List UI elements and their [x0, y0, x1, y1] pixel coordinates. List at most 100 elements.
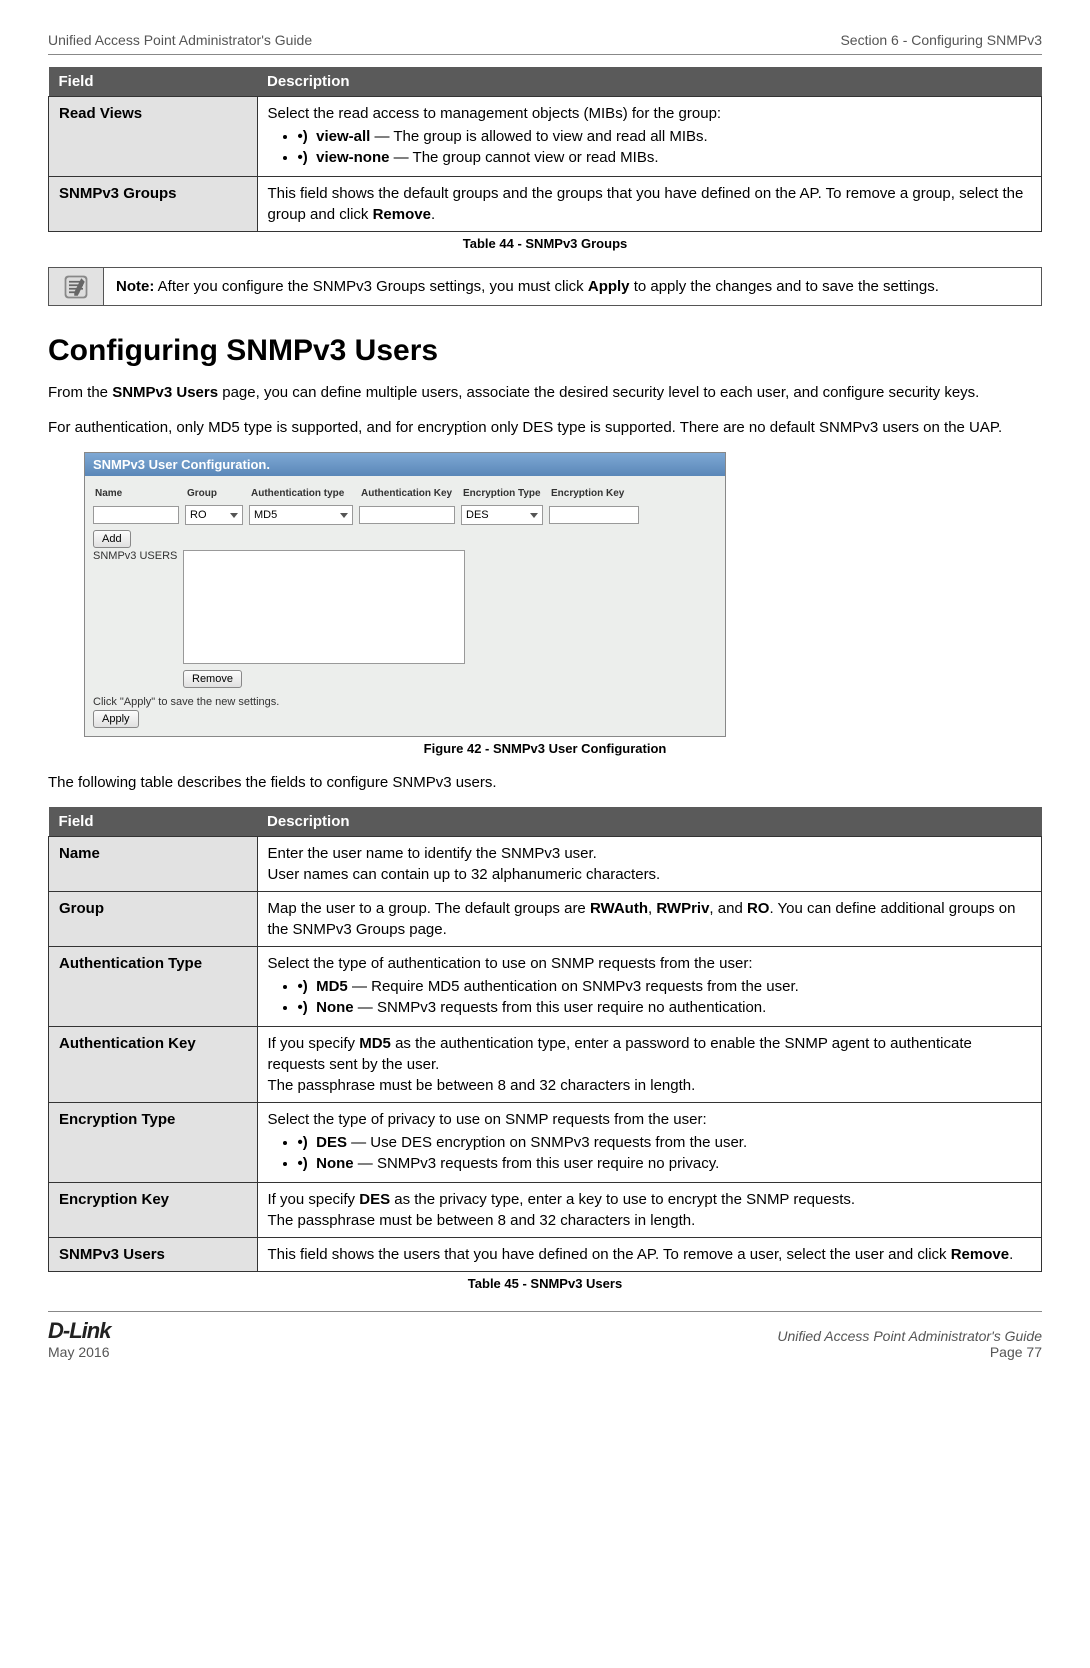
bullet-item: •) MD5 — Require MD5 authentication on S… [298, 976, 1031, 997]
ss-hdr-name: Name [95, 488, 181, 499]
table44-desc-readviews: Select the read access to management obj… [257, 97, 1041, 177]
table45-desc-enckey: If you specify DES as the privacy type, … [257, 1183, 1041, 1238]
bullet-tail: — The group is allowed to view and read … [370, 128, 707, 145]
ss-enctype-select[interactable]: DES [461, 505, 543, 525]
bullet-tail: — SNMPv3 requests from this user require… [354, 1155, 720, 1172]
table45-field-users: SNMPv3 Users [49, 1238, 258, 1272]
table45-field-group: Group [49, 892, 258, 947]
text-mid: , and [709, 900, 747, 917]
note-box: Note: After you configure the SNMPv3 Gro… [48, 267, 1042, 306]
remove-button[interactable]: Remove [183, 670, 242, 688]
text-post: as the privacy type, enter a key to use … [390, 1191, 855, 1208]
bullet-label: view-all [316, 128, 370, 145]
table45-desc-users: This field shows the users that you have… [257, 1238, 1041, 1272]
note-text: Note: After you configure the SNMPv3 Gro… [104, 268, 951, 305]
text-bold: DES [359, 1191, 390, 1208]
text-bold: MD5 [359, 1035, 391, 1052]
table45-header-field: Field [49, 807, 258, 837]
text-line: User names can contain up to 32 alphanum… [268, 866, 661, 883]
section-title: Configuring SNMPv3 Users [48, 334, 1042, 368]
text-bold: Remove [373, 206, 431, 223]
table45-desc-group: Map the user to a group. The default gro… [257, 892, 1041, 947]
text-line: Select the type of privacy to use on SNM… [268, 1111, 707, 1128]
footer-page-number: Page 77 [777, 1344, 1042, 1360]
table45-field-authtype: Authentication Type [49, 947, 258, 1027]
ss-hdr-enctype: Encryption Type [463, 488, 545, 499]
bullet-item: •) view-all — The group is allowed to vi… [298, 126, 1031, 147]
note-icon [49, 268, 104, 305]
ss-apply-hint: Click "Apply" to save the new settings. [93, 696, 717, 708]
text-pre: After you configure the SNMPv3 Groups se… [154, 278, 588, 295]
figure-caption: Figure 42 - SNMPv3 User Configuration [48, 741, 1042, 756]
bullet-item: •) None — SNMPv3 requests from this user… [298, 1153, 1031, 1174]
ss-enckey-input[interactable] [549, 506, 639, 524]
text-post: to apply the changes and to save the set… [630, 278, 939, 295]
text-pre: Map the user to a group. The default gro… [268, 900, 590, 917]
bullet-tail: — Use DES encryption on SNMPv3 requests … [347, 1134, 747, 1151]
text-line: Enter the user name to identify the SNMP… [268, 845, 597, 862]
text-post: . [1009, 1246, 1013, 1263]
table45-field-name: Name [49, 837, 258, 892]
bullet-tail: — SNMPv3 requests from this user require… [354, 999, 767, 1016]
text-post: . [431, 206, 435, 223]
bullet-label: None [316, 999, 354, 1016]
text-bold: RO [747, 900, 770, 917]
ss-hdr-enckey: Encryption Key [551, 488, 624, 499]
ss-name-input[interactable] [93, 506, 179, 524]
header-left: Unified Access Point Administrator's Gui… [48, 32, 312, 48]
ss-authtype-select[interactable]: MD5 [249, 505, 353, 525]
chevron-down-icon [340, 513, 348, 518]
ss-enctype-value: DES [466, 509, 489, 521]
footer-date: May 2016 [48, 1344, 110, 1360]
ss-hdr-group: Group [187, 488, 245, 499]
bullet-tail: — Require MD5 authentication on SNMPv3 r… [348, 978, 799, 995]
text-pre: If you specify [268, 1191, 360, 1208]
table44-field-groups: SNMPv3 Groups [49, 177, 258, 232]
ss-hdr-authkey: Authentication Key [361, 488, 457, 499]
text-bold: RWAuth [590, 900, 648, 917]
text-line: The passphrase must be between 8 and 32 … [268, 1212, 696, 1229]
text-line: Select the type of authentication to use… [268, 955, 753, 972]
table44-header-desc: Description [257, 67, 1041, 97]
ss-users-listbox[interactable] [183, 550, 465, 664]
note-label: Note: [116, 278, 154, 295]
chevron-down-icon [530, 513, 538, 518]
table44-header-field: Field [49, 67, 258, 97]
bullet-label: None [316, 1155, 354, 1172]
ss-authtype-value: MD5 [254, 509, 277, 521]
text-pre: If you specify [268, 1035, 360, 1052]
ss-group-select[interactable]: RO [185, 505, 243, 525]
paragraph-1: From the SNMPv3 Users page, you can defi… [48, 382, 1042, 403]
text-bold: Apply [588, 278, 630, 295]
table45-desc-name: Enter the user name to identify the SNMP… [257, 837, 1041, 892]
text-bold: RWPriv [656, 900, 709, 917]
footer-guide-title: Unified Access Point Administrator's Gui… [777, 1328, 1042, 1344]
text-pre: This field shows the users that you have… [268, 1246, 951, 1263]
table-snmpv3-users: Field Description Name Enter the user na… [48, 807, 1042, 1272]
bullet-label: MD5 [316, 978, 348, 995]
apply-button[interactable]: Apply [93, 710, 139, 728]
table44-field-readviews: Read Views [49, 97, 258, 177]
table45-field-enctype: Encryption Type [49, 1103, 258, 1183]
bullet-label: DES [316, 1134, 347, 1151]
table45-desc-enctype: Select the type of privacy to use on SNM… [257, 1103, 1041, 1183]
paragraph-2: For authentication, only MD5 type is sup… [48, 417, 1042, 438]
bullet-item: •) DES — Use DES encryption on SNMPv3 re… [298, 1132, 1031, 1153]
header-right: Section 6 - Configuring SNMPv3 [840, 32, 1042, 48]
dlink-logo: D-Link [48, 1318, 110, 1344]
ss-users-label: SNMPv3 USERS [93, 548, 183, 562]
bullet-label: view-none [316, 149, 389, 166]
bullet-item: •) view-none — The group cannot view or … [298, 147, 1031, 168]
table44-desc-groups: This field shows the default groups and … [257, 177, 1041, 232]
paragraph-3: The following table describes the fields… [48, 772, 1042, 793]
ss-authkey-input[interactable] [359, 506, 455, 524]
add-button[interactable]: Add [93, 530, 131, 548]
text-bold: SNMPv3 Users [112, 384, 218, 401]
table45-field-authkey: Authentication Key [49, 1027, 258, 1103]
text-post: page, you can define multiple users, ass… [218, 384, 979, 401]
table44-caption: Table 44 - SNMPv3 Groups [48, 236, 1042, 251]
table45-field-enckey: Encryption Key [49, 1183, 258, 1238]
page-header: Unified Access Point Administrator's Gui… [48, 32, 1042, 55]
table45-header-desc: Description [257, 807, 1041, 837]
chevron-down-icon [230, 513, 238, 518]
